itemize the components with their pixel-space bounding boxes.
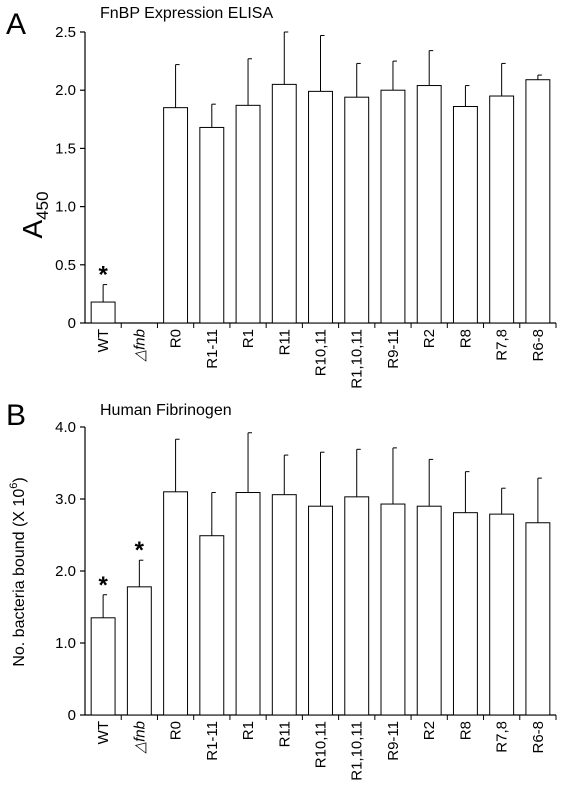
x-tick-label: R6-8	[530, 329, 547, 362]
bar	[199, 126, 225, 324]
bar	[271, 494, 297, 716]
x-tick-label: R11	[276, 329, 293, 355]
x-tick-label: R9-11	[385, 329, 402, 369]
x-tick-label: R1-11	[204, 329, 221, 369]
bar	[525, 79, 551, 324]
x-tick-label: R11	[276, 721, 293, 747]
bar	[199, 535, 225, 716]
bar	[416, 85, 442, 324]
x-tick-label: R9-11	[385, 721, 402, 761]
significance-label: *	[98, 262, 108, 289]
y-tick-label: 2.0	[55, 82, 76, 99]
x-tick-label: R8	[457, 721, 474, 740]
x-tick-label: R1	[240, 329, 257, 348]
x-tick-label: R7,8	[494, 721, 511, 753]
bar	[452, 105, 478, 324]
x-tick-label: R2	[421, 721, 438, 740]
x-tick-label: R10,11	[313, 721, 330, 768]
x-tick-label: △fnb	[131, 721, 148, 754]
y-tick-label: 2.5	[55, 24, 76, 41]
x-tick-label: R0	[168, 329, 185, 348]
x-tick-label: R1,10,11	[349, 329, 366, 389]
y-tick-label: 0	[68, 315, 76, 332]
bar	[525, 522, 551, 716]
bar	[235, 492, 261, 716]
bar	[90, 301, 116, 324]
y-label-sub: 450	[33, 191, 52, 219]
y-tick-label: 3.0	[55, 491, 76, 508]
bar	[380, 503, 406, 716]
bar	[126, 586, 152, 716]
x-tick-label: R1	[240, 721, 257, 740]
panel-label: A	[6, 8, 26, 41]
chart-title: FnBP Expression ELISA	[100, 5, 273, 22]
significance-label: *	[135, 537, 145, 564]
bar	[308, 505, 333, 716]
x-tick-label: R8	[457, 329, 474, 348]
x-tick-label: R0	[168, 721, 185, 740]
x-tick-label: R1-11	[204, 721, 221, 761]
y-tick-label: 1.0	[55, 635, 76, 652]
bar	[163, 491, 189, 716]
y-tick-label: 0	[68, 707, 76, 724]
x-tick-label: R10,11	[313, 329, 330, 376]
x-tick-label: R1,10,11	[349, 721, 366, 781]
x-tick-label: WT	[95, 329, 112, 352]
x-tick-label: R6-8	[530, 721, 547, 754]
y-axis-label: A450	[17, 191, 52, 238]
y-tick-label: 0.5	[55, 257, 76, 274]
x-tick-label: WT	[95, 721, 112, 744]
y-label-end: )	[11, 477, 28, 482]
bar	[271, 83, 297, 324]
y-tick-label: 1.0	[55, 199, 76, 216]
bar	[344, 96, 370, 324]
x-tick-label: △fnb	[131, 329, 148, 362]
bar	[489, 95, 515, 324]
bar	[452, 512, 478, 716]
y-label-text: No. bacteria bound (X 10	[11, 489, 28, 667]
bar	[235, 104, 261, 324]
bar	[308, 90, 333, 324]
bar	[163, 107, 189, 324]
y-tick-label: 1.5	[55, 140, 76, 157]
bar	[380, 89, 406, 324]
y-label-sup: 6	[8, 483, 20, 489]
bar	[90, 617, 116, 716]
bar	[416, 505, 442, 716]
bar	[489, 513, 515, 716]
y-tick-label: 2.0	[55, 563, 76, 580]
panel-label: B	[6, 399, 26, 432]
y-label-text: A	[17, 220, 48, 239]
bar	[344, 496, 370, 716]
x-tick-label: R7,8	[494, 329, 511, 361]
chart-title: Human Fibrinogen	[100, 402, 232, 419]
x-tick-label: R2	[421, 329, 438, 348]
y-axis-label: No. bacteria bound (X 106)	[8, 477, 28, 666]
significance-label: *	[98, 572, 108, 599]
y-tick-label: 4.0	[55, 419, 76, 436]
